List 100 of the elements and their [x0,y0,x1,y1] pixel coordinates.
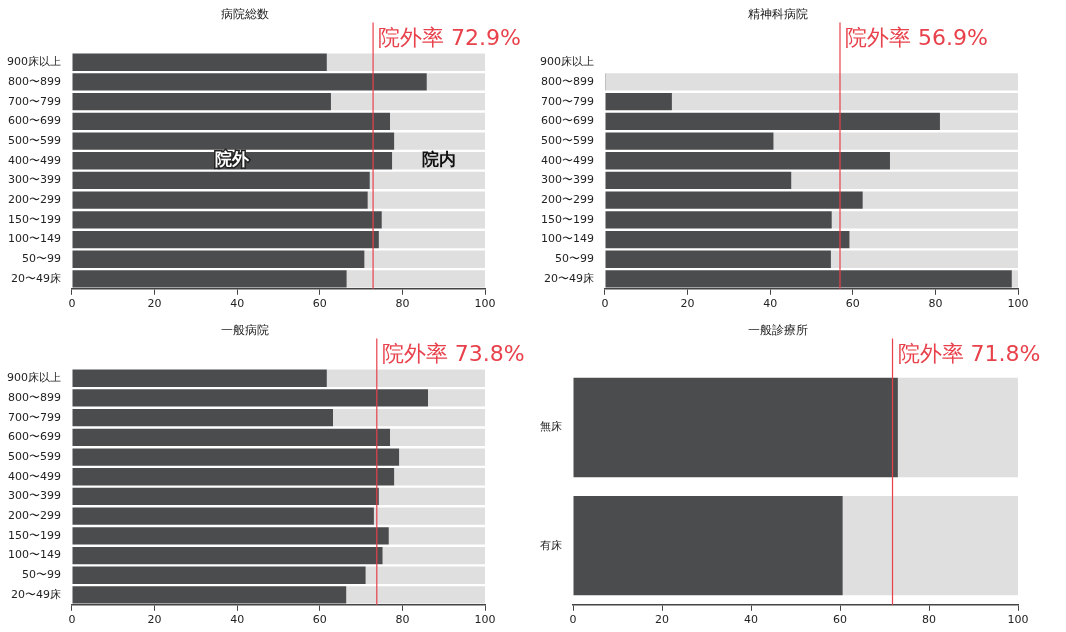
y-tick-label: 150〜199 [8,528,61,542]
x-tick-label: 100 [474,297,496,311]
y-tick-label: 50〜99 [555,252,594,266]
y-tick-label: 300〜399 [541,173,594,187]
y-tick-label: 500〜599 [8,133,61,147]
y-tick-label: 150〜199 [8,212,61,226]
bar [378,230,485,249]
ref-line-label: 院外率 73.8% [381,341,525,367]
bar [830,250,1018,268]
y-tick-label: 無床 [540,420,562,434]
x-tick-label: 80 [395,613,410,627]
bar [346,586,485,604]
y-tick-label: 有床 [540,538,562,552]
y-tick-label: 50〜99 [22,568,61,582]
y-tick-label: 20〜49床 [11,271,61,285]
bar [573,496,843,596]
y-tick-label: 700〜799 [8,410,61,424]
bar [72,171,370,190]
bar [394,468,485,486]
bar [390,428,485,447]
y-tick-label: 900床以上 [7,371,61,385]
bar [605,230,850,249]
y-tick-label: 800〜899 [8,390,61,404]
bar [842,496,1018,596]
bar [72,250,365,268]
bar [72,53,327,71]
bar [605,191,863,209]
bar [72,527,389,545]
y-tick-label: 800〜899 [541,74,594,88]
bar [72,566,366,584]
bar [346,270,485,288]
y-tick-label: 50〜99 [22,252,61,266]
y-tick-label: 100〜149 [8,232,61,246]
x-tick-label: 60 [312,297,327,311]
chart-title: 一般診療所 [747,323,808,338]
bar [939,112,1018,131]
bar [388,527,485,545]
bar [72,448,400,466]
x-tick-label: 20 [655,613,669,627]
bar [72,487,379,506]
y-tick-label: 20〜49床 [544,271,594,285]
y-tick-label: 400〜499 [8,469,61,483]
bar [373,507,485,525]
chart-title: 精神科病院 [747,7,808,22]
x-tick-label: 80 [922,613,936,627]
bar [72,211,382,229]
x-tick-label: 60 [833,613,847,627]
x-tick-label: 20 [147,613,162,627]
bar [889,152,1018,170]
y-tick-label: 100〜149 [541,232,594,246]
bar [72,73,427,91]
bar [369,171,485,190]
y-tick-label: 400〜499 [8,153,61,167]
x-tick-label: 40 [744,613,758,627]
bar [72,389,429,407]
x-tick-label: 20 [680,297,695,311]
y-tick-label: 600〜699 [8,114,61,128]
x-tick-label: 40 [230,297,245,311]
chart-title: 一般病院 [220,323,269,338]
bar [791,171,1018,190]
y-tick-label: 500〜599 [541,133,594,147]
bar [72,468,395,486]
y-tick-label: 20〜49床 [11,587,61,601]
bar [72,112,391,131]
bar [605,92,672,111]
bar [773,132,1018,150]
bar [605,211,832,229]
bar [897,377,1018,478]
bar [390,112,485,131]
bar [1011,270,1018,288]
bar [573,377,898,478]
x-tick-label: 80 [395,297,410,311]
bar [72,132,395,150]
bar [671,92,1018,111]
y-tick-label: 150〜199 [541,212,594,226]
y-tick-label: 300〜399 [8,489,61,503]
bar [72,230,379,249]
x-tick-label: 0 [68,297,76,311]
chart-title: 病院総数 [220,7,269,22]
bar [72,369,327,387]
bar [394,132,485,150]
x-tick-label: 20 [147,297,162,311]
bar [605,73,1018,91]
ref-line-label: 院外率 72.9% [378,25,521,51]
bar [326,53,485,71]
x-tick-label: 100 [1007,297,1029,311]
bar [333,408,485,427]
x-tick-label: 100 [1007,613,1029,627]
bar [399,448,485,466]
x-tick-label: 80 [928,297,943,311]
ref-line-label: 院外率 71.8% [897,341,1041,367]
y-tick-label: 100〜149 [8,548,61,562]
bar [72,546,383,565]
x-tick-label: 40 [763,297,778,311]
x-tick-label: 0 [569,613,577,627]
y-tick-label: 700〜799 [541,94,594,108]
bar [605,112,940,131]
bar [378,487,485,506]
bar [367,191,485,209]
y-tick-label: 200〜299 [8,509,61,523]
